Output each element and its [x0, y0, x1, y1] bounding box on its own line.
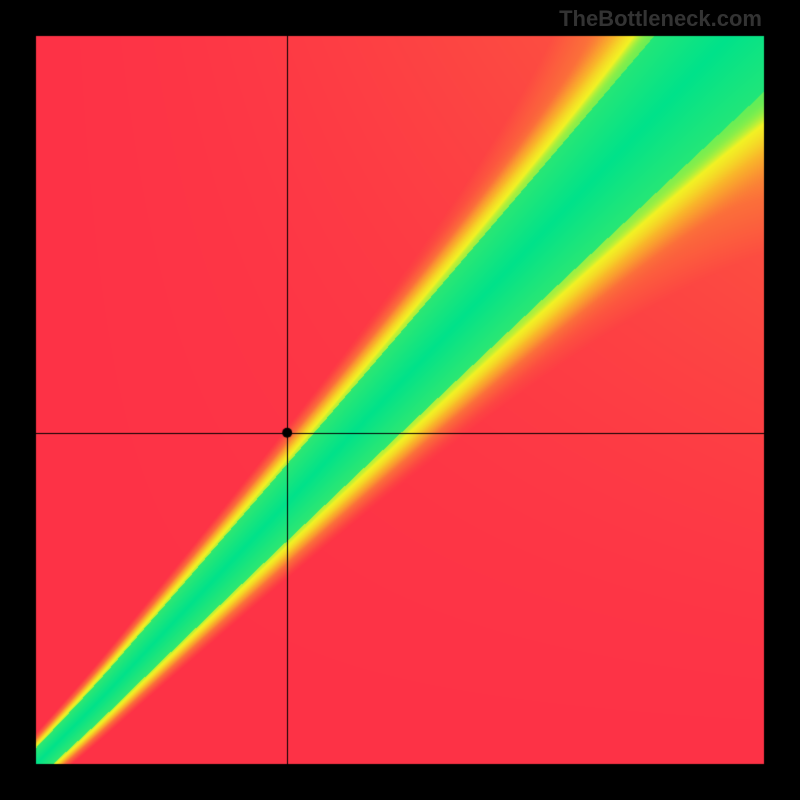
watermark-text: TheBottleneck.com — [559, 6, 762, 32]
chart-container: TheBottleneck.com — [0, 0, 800, 800]
heatmap-canvas — [0, 0, 800, 800]
